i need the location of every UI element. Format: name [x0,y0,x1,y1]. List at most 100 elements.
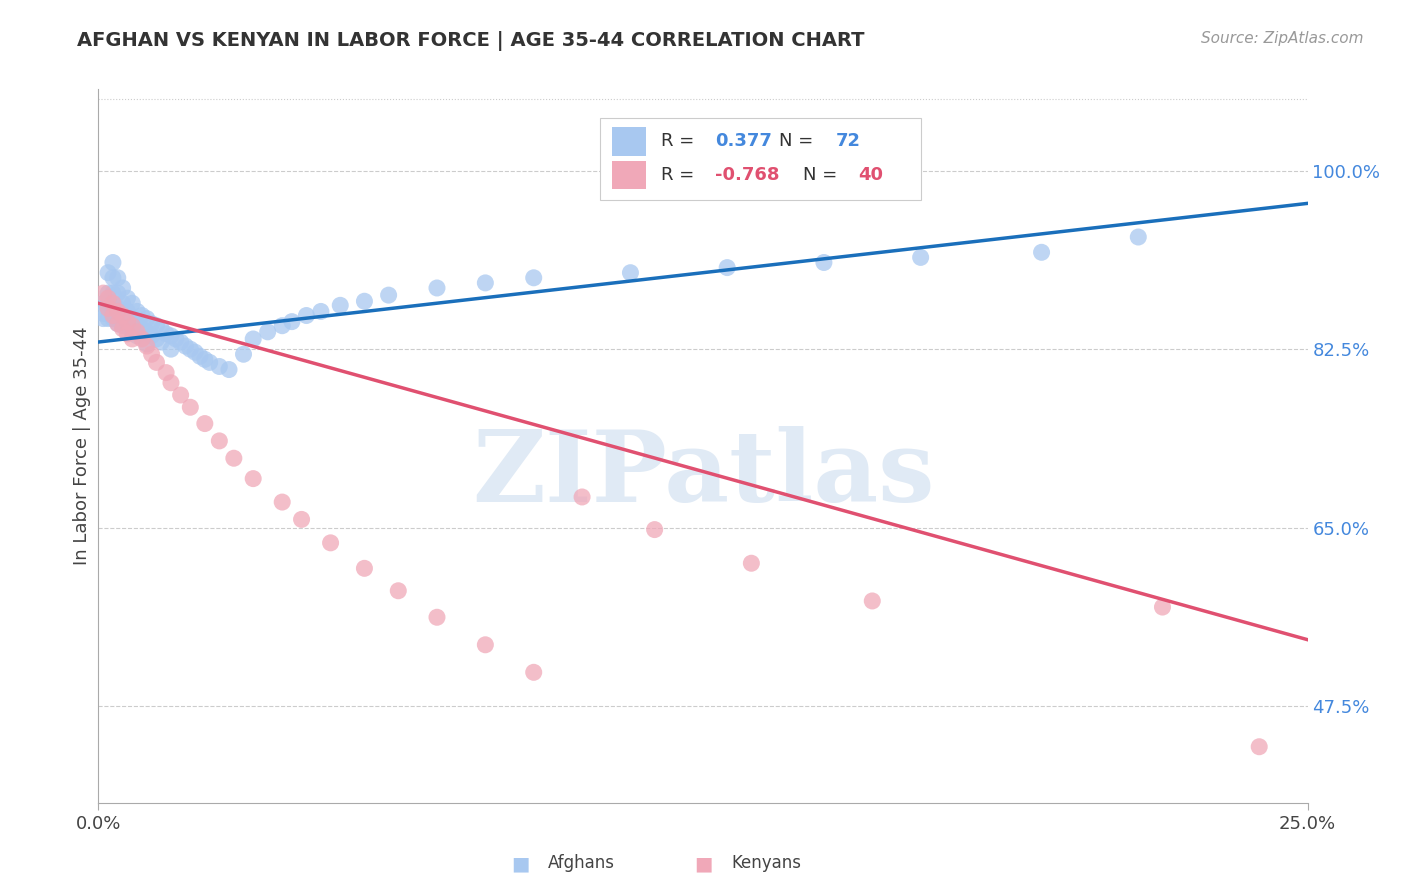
Point [97,301,120,316]
Point [860,594,883,608]
Point [169,334,191,349]
Point [97,291,120,305]
Point [111,296,134,310]
Point [218,362,240,376]
Point [97,296,120,310]
Point [222,451,245,466]
Point [107,304,129,318]
Point [1249,739,1271,754]
FancyBboxPatch shape [613,161,647,189]
Point [387,583,409,598]
Point [111,318,134,333]
Text: 0.377: 0.377 [716,132,772,150]
Point [188,349,211,363]
Text: -0.768: -0.768 [716,166,779,184]
Y-axis label: In Labor Force | Age 35-44: In Labor Force | Age 35-44 [73,326,91,566]
Point [377,288,399,302]
Point [571,490,593,504]
Point [135,311,157,326]
Point [194,417,217,431]
Point [150,322,173,336]
Point [127,317,149,331]
Point [290,512,312,526]
Point [198,355,221,369]
Point [232,347,254,361]
Text: AFGHAN VS KENYAN IN LABOR FORCE | AGE 35-44 CORRELATION CHART: AFGHAN VS KENYAN IN LABOR FORCE | AGE 35… [77,31,865,51]
Point [121,311,143,326]
Point [353,294,375,309]
Point [117,304,139,318]
Point [740,556,762,570]
Point [523,665,546,680]
Point [353,561,375,575]
Point [107,301,129,316]
Point [117,317,139,331]
Point [619,266,641,280]
Point [145,355,167,369]
Point [150,334,173,349]
Point [169,388,191,402]
Point [101,286,124,301]
FancyBboxPatch shape [613,127,647,155]
Point [716,260,738,275]
Text: ■: ■ [693,854,713,873]
Point [131,332,153,346]
Text: R =: R = [661,132,700,150]
Point [135,325,157,339]
Text: N =: N = [779,132,820,150]
Point [117,326,139,341]
Text: R =: R = [661,166,700,184]
Point [295,309,318,323]
Point [101,255,124,269]
Point [179,342,201,356]
Point [426,281,449,295]
Point [1128,230,1150,244]
Point [111,322,134,336]
Point [160,342,183,356]
Text: 40: 40 [858,166,883,184]
Text: N =: N = [803,166,844,184]
Point [101,270,124,285]
Point [121,296,143,310]
Point [111,309,134,323]
Point [91,311,114,326]
Point [97,311,120,326]
Point [174,339,197,353]
Point [179,401,201,415]
Point [101,296,124,310]
Point [91,296,114,310]
Point [101,301,124,316]
Point [271,495,294,509]
Point [121,332,143,346]
Point [523,270,546,285]
Point [141,347,163,361]
Point [135,339,157,353]
Point [135,337,157,351]
Point [121,325,143,339]
Point [91,286,114,301]
Point [194,352,217,367]
Point [111,281,134,295]
Point [107,286,129,301]
Point [309,304,332,318]
Point [107,270,129,285]
Point [97,266,120,280]
Point [111,306,134,320]
Point [131,322,153,336]
Point [101,311,124,326]
Point [281,315,304,329]
Point [319,536,342,550]
Point [474,638,496,652]
Point [127,304,149,318]
Text: ■: ■ [510,854,530,873]
Point [155,326,177,341]
FancyBboxPatch shape [600,118,921,200]
Point [141,329,163,343]
Point [256,325,278,339]
Point [160,376,183,390]
Text: Afghans: Afghans [548,855,616,872]
Point [155,366,177,380]
Point [271,318,294,333]
Point [117,291,139,305]
Point [426,610,449,624]
